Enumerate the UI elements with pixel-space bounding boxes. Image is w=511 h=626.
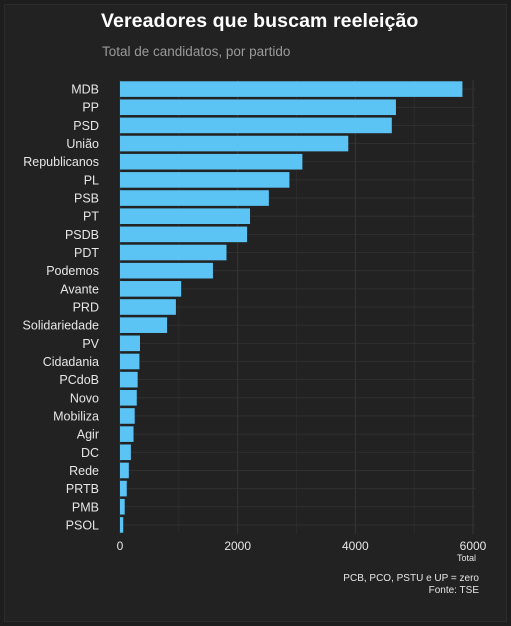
bar-rede	[120, 462, 129, 479]
category-label: Novo	[70, 391, 99, 405]
category-label: União	[66, 137, 99, 151]
zero-parties-note: PCB, PCO, PSTU e UP = zero	[343, 573, 479, 584]
source-note: Fonte: TSE	[428, 585, 479, 596]
category-label: Solidariedade	[23, 319, 99, 333]
category-label: DC	[81, 446, 99, 460]
bar-psd	[120, 117, 392, 134]
category-label: PCdoB	[59, 373, 99, 387]
category-label: Mobiliza	[53, 409, 99, 423]
category-label: PSDB	[65, 228, 99, 242]
y-axis-labels: MDB PP PSD União Republicanos PL PSB PT PSDB PDT P…	[23, 83, 100, 533]
bar-dc	[120, 444, 131, 461]
bar-psol	[120, 517, 124, 533]
category-label: PSOL	[66, 518, 99, 532]
bar-pt	[120, 208, 251, 225]
bar-agir	[120, 426, 134, 442]
category-label: PMB	[72, 500, 99, 514]
bar-pp	[120, 99, 396, 116]
category-label: PV	[82, 337, 99, 351]
x-tick-label: 6000	[460, 539, 487, 553]
category-label: Cidadania	[43, 355, 99, 369]
category-label: Podemos	[46, 264, 99, 278]
bar-podemos	[120, 262, 213, 279]
bar-avante	[120, 281, 182, 297]
category-label: Republicanos	[23, 155, 99, 169]
bar-pl	[120, 172, 290, 188]
bar-pv	[120, 335, 141, 352]
x-axis-labels: 0 2000 4000 6000	[117, 539, 487, 553]
x-tick-label: 4000	[342, 539, 369, 553]
chart-title: Vereadores que buscam reeleição	[101, 10, 419, 32]
category-label: PSD	[73, 119, 99, 133]
bar-união	[120, 135, 349, 152]
x-tick-label: 0	[117, 539, 124, 553]
bar-solidariedade	[120, 317, 168, 333]
bar-pcdob	[120, 371, 138, 388]
bar-novo	[120, 389, 137, 406]
bar-pmb	[120, 498, 125, 515]
bar-prd	[120, 299, 176, 315]
category-label: PRTB	[66, 482, 99, 496]
bar-mdb	[120, 81, 463, 97]
bar-psdb	[120, 226, 248, 243]
bar-cidadania	[120, 353, 140, 370]
category-label: MDB	[71, 83, 99, 97]
x-tick-label: 2000	[224, 539, 251, 553]
bar-psb	[120, 190, 269, 206]
x-axis-title: Total	[457, 553, 476, 563]
chart-subtitle: Total de candidatos, por partido	[102, 44, 291, 59]
category-label: PL	[84, 173, 99, 187]
bar-republicanos	[120, 153, 303, 170]
category-label: Avante	[60, 282, 99, 296]
category-label: PP	[82, 101, 99, 115]
category-label: PSB	[74, 192, 99, 206]
chart-footnote: PCB, PCO, PSTU e UP = zero Fonte: TSE	[343, 573, 479, 597]
category-label: PDT	[74, 246, 99, 260]
bar-pdt	[120, 244, 227, 261]
category-label: Rede	[69, 464, 99, 478]
category-label: PT	[83, 210, 99, 224]
category-label: Agir	[77, 428, 99, 442]
category-label: PRD	[73, 301, 99, 315]
bar-prtb	[120, 480, 127, 497]
bar-mobiliza	[120, 408, 135, 424]
bar-layer	[120, 81, 463, 533]
